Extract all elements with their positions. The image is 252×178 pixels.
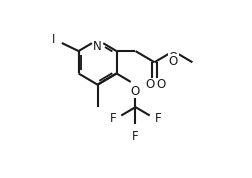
- Text: N: N: [93, 40, 102, 53]
- Text: F: F: [132, 130, 139, 143]
- Text: O: O: [169, 54, 178, 67]
- Text: O: O: [145, 78, 154, 91]
- Text: F: F: [154, 112, 161, 125]
- Text: I: I: [52, 33, 55, 46]
- Text: F: F: [110, 112, 116, 125]
- Text: O: O: [131, 85, 140, 98]
- Text: O: O: [156, 78, 166, 91]
- Text: O: O: [169, 51, 178, 64]
